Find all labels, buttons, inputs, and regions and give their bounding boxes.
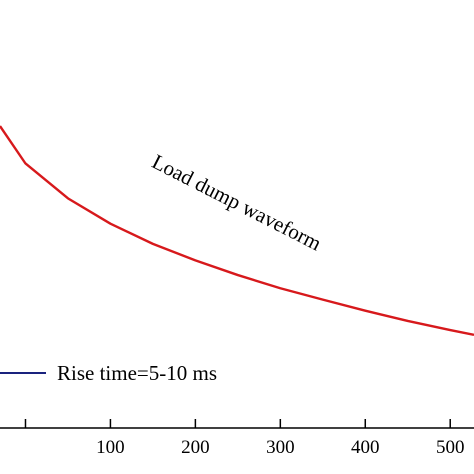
x-axis: 100 200 300 400 500 <box>0 419 474 458</box>
x-tick-label-500: 500 <box>436 437 465 458</box>
series-line-0 <box>0 125 474 337</box>
x-tick-label-100: 100 <box>96 437 125 458</box>
x-tick-label-400: 400 <box>351 437 380 458</box>
legend-label-rise-time: Rise time=5-10 ms <box>57 361 217 385</box>
x-tick-label-200: 200 <box>181 437 210 458</box>
annotation-load-dump-waveform: Load dump waveform <box>148 149 325 255</box>
legend: Rise time=5-10 ms <box>0 361 217 385</box>
x-tick-label-300: 300 <box>266 437 295 458</box>
plot-area <box>0 125 474 337</box>
annotation-layer: Load dump waveform <box>148 149 325 255</box>
